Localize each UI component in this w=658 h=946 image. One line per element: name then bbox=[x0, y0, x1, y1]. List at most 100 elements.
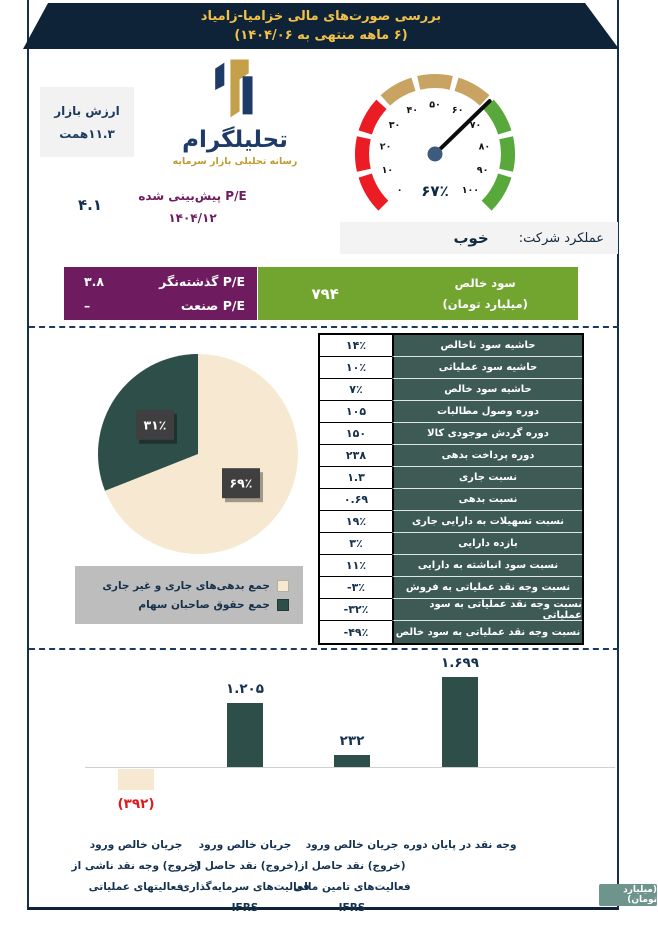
bar-value-label: ۱.۶۹۹ bbox=[440, 655, 480, 671]
ratio-value-cell: -۳۲٪ bbox=[320, 599, 392, 621]
content-frame bbox=[27, 0, 619, 910]
pe-forecast-labels: P/E پیش‌بینی شده ۱۴۰۴/۱۲ bbox=[120, 185, 265, 229]
ratio-value-cell: ۱۹٪ bbox=[320, 511, 392, 533]
pie-legend: جمع بدهی‌های جاری و غیر جاری جمع حقوق صاح… bbox=[75, 566, 303, 624]
gauge-tick-label: ۷۰ bbox=[470, 120, 482, 131]
bar-category-label-line: IFRS bbox=[231, 902, 259, 914]
gauge-tick-label: ۲۰ bbox=[380, 142, 392, 153]
gauge-zone-segment bbox=[483, 99, 512, 135]
gauge-zone-segment bbox=[380, 77, 416, 106]
ratio-value-cell: ۱۵۰ bbox=[320, 423, 392, 445]
performance-label: عملکرد شرکت: bbox=[518, 230, 604, 246]
legend-label: جمع بدهی‌های جاری و غیر جاری bbox=[102, 579, 270, 592]
gauge-zone-segment bbox=[499, 136, 516, 172]
net-profit-unit: (میلیارد تومان) bbox=[442, 296, 528, 311]
table-row: بازده دارایی ۳٪ bbox=[320, 533, 582, 555]
ratio-label-cell: نسبت جاری bbox=[392, 467, 582, 489]
performance-value: خوب bbox=[453, 229, 489, 247]
logo: تحلیلگرام رسانه تحلیلی بازار سرمایه bbox=[150, 58, 320, 167]
ratio-label-cell: حاشیه سود ناخالص bbox=[392, 335, 582, 357]
table-row: نسبت وجه نقد عملیاتی به فروش -۳٪ bbox=[320, 577, 582, 599]
ratio-label-cell: نسبت وجه نقد عملیاتی به سود عملیاتی bbox=[392, 599, 582, 621]
bar-category-label: وجه نقد در پایان دوره bbox=[393, 835, 527, 856]
ratio-value-cell: -۴۹٪ bbox=[320, 621, 392, 643]
bar-category-label-line: IFRS bbox=[338, 902, 366, 914]
gauge-tick-label: ۶۰ bbox=[452, 105, 464, 116]
legend-item: جمع حقوق صاحبان سهام bbox=[75, 598, 289, 611]
table-row: نسبت سود انباشته به دارایی ۱۱٪ bbox=[320, 555, 582, 577]
gauge-hub bbox=[427, 146, 443, 162]
report-title: بررسی صورت‌های مالی خزامیا-زامیاد bbox=[200, 9, 442, 24]
logo-tagline: رسانه تحلیلی بازار سرمایه bbox=[172, 156, 298, 167]
bar-category-label-line: جریان خالص ورود bbox=[89, 839, 183, 851]
pe-trailing-row: P/E گذشته‌نگر ۳.۸ bbox=[84, 270, 245, 294]
financial-ratios-table: حاشیه سود ناخالص ۱۴٪ حاشیه سود عملیاتی ۱۰٪ ح… bbox=[318, 333, 584, 645]
legend-label: جمع حقوق صاحبان سهام bbox=[138, 598, 270, 611]
ratio-label-cell: نسبت وجه نقد عملیاتی به فروش bbox=[392, 577, 582, 599]
table-row: نسبت جاری ۱.۳ bbox=[320, 467, 582, 489]
ratio-value-cell: -۳٪ bbox=[320, 577, 392, 599]
ratio-label-cell: دوره پرداخت بدهی bbox=[392, 445, 582, 467]
pe-industry-row: P/E صنعت – bbox=[84, 294, 245, 318]
bar bbox=[118, 769, 154, 790]
gauge-tick-label: ۱۰ bbox=[382, 165, 394, 176]
pe-trailing-label: P/E گذشته‌نگر bbox=[159, 274, 245, 289]
net-profit-box: سود خالص (میلیارد تومان) ۷۹۴ bbox=[258, 267, 578, 320]
bar-value-label: ۱.۲۰۵ bbox=[225, 681, 265, 698]
bar bbox=[442, 677, 478, 767]
gauge-tick-label: ۱۰۰ bbox=[462, 185, 479, 196]
dashed-separator bbox=[29, 648, 619, 650]
pie-slice-percentage: ۶۹٪ bbox=[230, 476, 253, 491]
table-row: دوره پرداخت بدهی ۲۳۸ bbox=[320, 445, 582, 467]
gauge-tick-label: ۵۰ bbox=[429, 100, 441, 111]
ratio-value-cell: ۷٪ bbox=[320, 379, 392, 401]
bar bbox=[227, 703, 263, 767]
ratio-label-cell: دوره وصول مطالبات bbox=[392, 401, 582, 423]
ratio-label-cell: حاشیه سود عملیاتی bbox=[392, 357, 582, 379]
pie-slice bbox=[105, 354, 298, 554]
ratio-value-cell: ۲۳۸ bbox=[320, 445, 392, 467]
gauge-zone-segment bbox=[454, 77, 490, 106]
pe-industry-label: P/E صنعت bbox=[180, 298, 245, 313]
ratio-label-cell: دوره گردش موجودی کالا bbox=[392, 423, 582, 445]
ratio-value-cell: ۱۰۵ bbox=[320, 401, 392, 423]
table-row: نسبت وجه نقد عملیاتی به سود خالص -۴۹٪ bbox=[320, 621, 582, 643]
bar-category-label: جریان خالص ورود (خروج) نقد حاصل از فعالیت‌… bbox=[285, 835, 419, 919]
ratio-label-cell: نسبت بدهی bbox=[392, 489, 582, 511]
bar-category-label-line: جریان خالص ورود bbox=[198, 839, 292, 851]
pe-forecast-value: ۴.۱ bbox=[77, 196, 102, 214]
legend-item: جمع بدهی‌های جاری و غیر جاری bbox=[75, 579, 289, 592]
gauge-zone-segment bbox=[417, 73, 453, 90]
pe-forecast-block: P/E پیش‌بینی شده ۱۴۰۴/۱۲ ۴.۱ bbox=[60, 185, 265, 229]
table-row: نسبت تسهیلات به دارایی جاری ۱۹٪ bbox=[320, 511, 582, 533]
gauge-tick-label: ۰ bbox=[397, 185, 403, 196]
market-value-amount: ۱۱.۳همت bbox=[59, 126, 115, 141]
unit-badge: (میلیارد تومان) bbox=[599, 884, 657, 906]
debt-equity-pie-chart: ۶۹٪ ۳۱٪ bbox=[97, 353, 298, 554]
legend-color-marker bbox=[277, 579, 289, 592]
logo-icon bbox=[215, 59, 253, 118]
ratio-value-cell: ۱۴٪ bbox=[320, 335, 392, 357]
bar-category-label-line: جریان خالص ورود bbox=[305, 839, 399, 851]
pie-slice-percentage: ۳۱٪ bbox=[144, 417, 167, 432]
net-profit-value: ۷۹۴ bbox=[311, 284, 339, 303]
pie-label-box bbox=[136, 409, 174, 440]
table-row: نسبت وجه نقد عملیاتی به سود عملیاتی -۳۲٪ bbox=[320, 599, 582, 621]
report-subtitle: (۶ ماهه منتهی به ۱۴۰۴/۰۶) bbox=[234, 28, 408, 43]
gauge-tick-label: ۳۰ bbox=[389, 120, 401, 131]
bar-chart-axis bbox=[85, 767, 615, 768]
ratio-value-cell: ۰.۶۹ bbox=[320, 489, 392, 511]
gauge-value: ۶۷٪ bbox=[421, 182, 448, 200]
pe-forecast-date: ۱۴۰۴/۱۲ bbox=[168, 211, 217, 225]
ratio-value-cell: ۱۰٪ bbox=[320, 357, 392, 379]
dashed-separator bbox=[29, 326, 619, 328]
bar-category-label: جریان خالص ورود (خروج) نقد حاصل از فعالیت‌… bbox=[178, 835, 312, 919]
bar-category-label-line: (خروج) وجه نقد ناشی از bbox=[71, 860, 201, 872]
gauge-tick-label: ۸۰ bbox=[479, 142, 491, 153]
table-row: نسبت بدهی ۰.۶۹ bbox=[320, 489, 582, 511]
pe-history-box: P/E گذشته‌نگر ۳.۸ P/E صنعت – bbox=[64, 267, 257, 320]
bar-category-label: جریان خالص ورود (خروج) وجه نقد ناشی از فعا… bbox=[69, 835, 203, 898]
ratio-value-cell: ۳٪ bbox=[320, 533, 392, 555]
logo-wordmark: تحلیلگرام bbox=[182, 127, 288, 153]
net-profit-label-line1: سود خالص bbox=[454, 275, 516, 290]
